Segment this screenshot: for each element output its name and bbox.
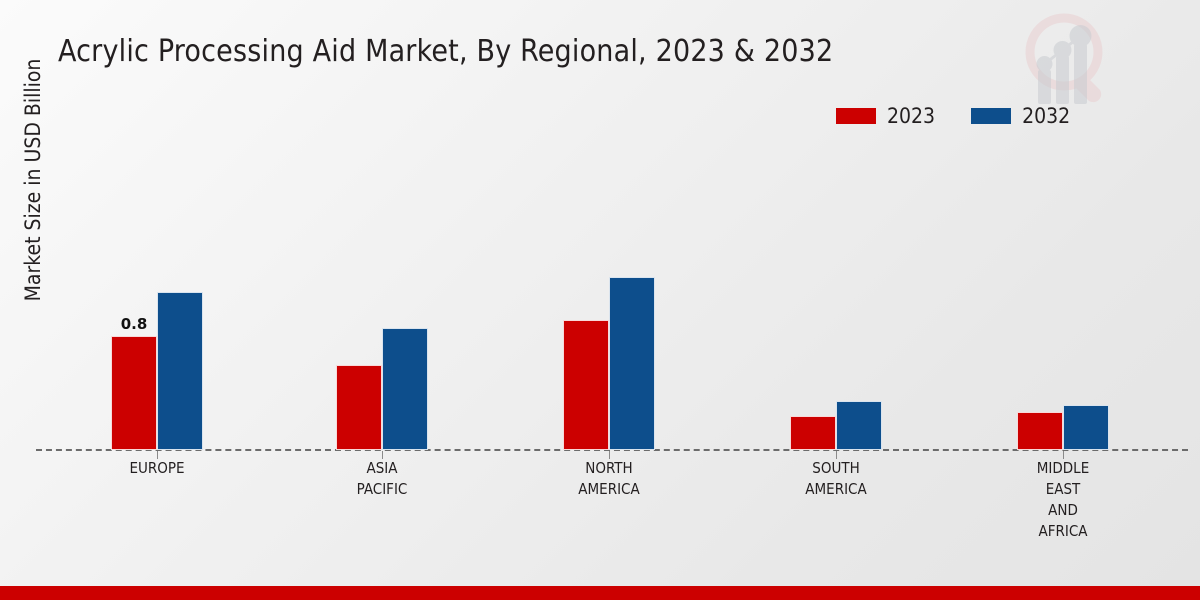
- x-label-middle-east-and-africa-line-3: AND: [1048, 501, 1078, 519]
- plot-area: 0.8 EUROPE ASIA PACIFIC: [36, 110, 1188, 542]
- bar-asia-pacific-2032[interactable]: [382, 328, 428, 450]
- bar-europe-2032[interactable]: [157, 292, 203, 450]
- legend-label-2023: 2023: [887, 104, 936, 128]
- bar-south-america-2023[interactable]: [790, 416, 836, 450]
- bar-asia-pacific-2023[interactable]: [336, 365, 382, 450]
- bar-north-america-2023[interactable]: [563, 320, 609, 450]
- x-tick-south-america: [836, 451, 837, 459]
- x-label-asia-pacific: ASIA PACIFIC: [302, 458, 462, 500]
- legend-label-2032: 2032: [1022, 104, 1071, 128]
- bar-group-south-america: [790, 110, 882, 450]
- x-label-south-america-line-1: SOUTH: [812, 459, 860, 477]
- bar-north-america-2032[interactable]: [609, 277, 655, 450]
- bar-group-middle-east-and-africa: [1017, 110, 1109, 450]
- bar-south-america-2032[interactable]: [836, 401, 882, 450]
- x-label-europe: EUROPE: [77, 458, 237, 479]
- x-label-middle-east-and-africa-line-1: MIDDLE: [1036, 459, 1090, 477]
- x-label-middle-east-and-africa-line-2: EAST: [1045, 480, 1081, 498]
- x-label-asia-pacific-line-2: PACIFIC: [356, 480, 408, 498]
- bar-value-europe-2023: 0.8: [120, 315, 148, 333]
- bottom-accent-bar: [0, 586, 1200, 600]
- bar-middle-east-and-africa-2023[interactable]: [1017, 412, 1063, 450]
- bar-middle-east-and-africa-2032[interactable]: [1063, 405, 1109, 450]
- x-label-south-america-line-2: AMERICA: [805, 480, 867, 498]
- x-label-europe-line-1: EUROPE: [129, 459, 185, 477]
- x-tick-europe: [157, 451, 158, 459]
- legend-swatch-2023: [836, 108, 876, 124]
- bar-group-north-america: [563, 110, 655, 450]
- x-label-north-america-line-1: NORTH: [585, 459, 633, 477]
- x-axis-baseline: [36, 449, 1188, 451]
- x-label-north-america: NORTH AMERICA: [529, 458, 689, 500]
- x-label-north-america-line-2: AMERICA: [578, 480, 640, 498]
- x-label-asia-pacific-line-1: ASIA: [366, 459, 398, 477]
- x-tick-asia-pacific: [382, 451, 383, 459]
- legend-swatch-2032: [971, 108, 1012, 124]
- chart-legend: 2023 2032: [836, 104, 1070, 128]
- bar-europe-2023[interactable]: 0.8: [111, 315, 157, 450]
- x-label-middle-east-and-africa: MIDDLE EAST AND AFRICA: [983, 458, 1143, 542]
- legend-item-2032[interactable]: 2032: [971, 104, 1070, 128]
- x-label-south-america: SOUTH AMERICA: [756, 458, 916, 500]
- x-tick-middle-east-and-africa: [1063, 451, 1064, 459]
- bar-group-asia-pacific: [336, 110, 428, 450]
- legend-item-2023[interactable]: 2023: [836, 104, 935, 128]
- x-tick-north-america: [609, 451, 610, 459]
- chart-title: Acrylic Processing Aid Market, By Region…: [58, 34, 834, 69]
- x-label-middle-east-and-africa-line-4: AFRICA: [1038, 522, 1088, 540]
- bar-group-europe: 0.8: [111, 110, 203, 450]
